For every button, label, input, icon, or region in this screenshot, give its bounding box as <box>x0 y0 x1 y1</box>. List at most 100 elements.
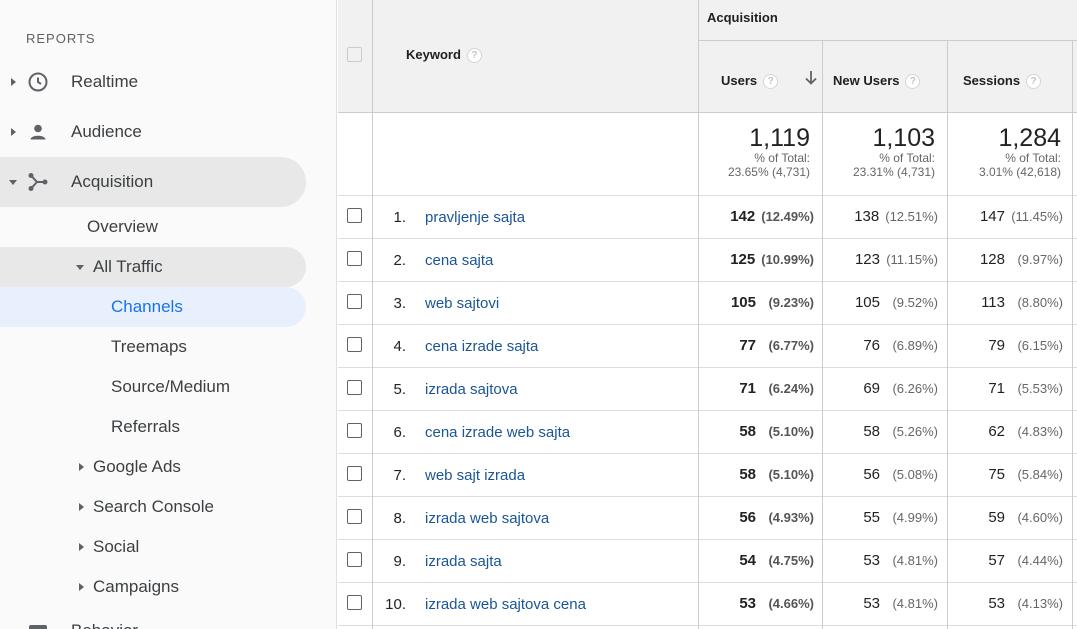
users-value: 58 <box>739 466 756 483</box>
row-checkbox[interactable] <box>347 509 362 524</box>
keyword-link[interactable]: web sajt izrada <box>425 467 526 484</box>
keyword-link[interactable]: web sajtovi <box>425 295 500 312</box>
expand-caret-icon[interactable] <box>79 583 84 591</box>
behavior-icon <box>27 622 49 629</box>
new-users-percent: (9.52%) <box>892 295 938 310</box>
sessions-total: 1,284 % of Total: 3.01% (42,618) <box>947 113 1061 196</box>
nav-item-search-console[interactable]: Search Console <box>93 497 214 516</box>
table-row: 5. izrada sajtova 71 (6.24%) 69 (6.26%) 71… <box>338 368 1077 411</box>
nav-item-overview[interactable]: Overview <box>87 217 158 236</box>
help-icon[interactable]: ? <box>1026 74 1042 90</box>
new-users-header-label: New Users <box>833 73 900 88</box>
keyword-link[interactable]: izrada sajta <box>425 553 502 570</box>
keyword-link[interactable]: cena izrade sajta <box>425 338 539 355</box>
nav-item-treemaps[interactable]: Treemaps <box>111 337 187 356</box>
expand-caret-icon[interactable] <box>11 128 16 136</box>
new-users-column-header[interactable]: New Users? <box>833 73 921 90</box>
sessions-value: 128 <box>979 251 1005 268</box>
nav-item-source-medium[interactable]: Source/Medium <box>111 377 231 396</box>
sessions-cell: 128 (9.97%) <box>947 251 1063 268</box>
new-users-total-label: % of Total: <box>879 151 935 165</box>
row-checkbox[interactable] <box>347 294 362 309</box>
new-users-percent: (5.26%) <box>892 424 938 439</box>
users-percent: (6.24%) <box>768 381 814 396</box>
new-users-value: 55 <box>863 509 880 526</box>
nav-label: Realtime <box>71 72 139 91</box>
sessions-percent: (4.60%) <box>1017 510 1063 525</box>
users-value: 53 <box>739 595 756 612</box>
sessions-cell: 59 (4.60%) <box>947 509 1063 526</box>
new-users-value: 58 <box>863 423 880 440</box>
nav-item-social[interactable]: Social <box>93 537 140 556</box>
row-checkbox[interactable] <box>347 595 362 610</box>
new-users-total-value: 1,103 <box>872 124 935 152</box>
nav-item-realtime[interactable]: Realtime <box>0 62 306 102</box>
sessions-value: 53 <box>988 595 1005 612</box>
users-percent: (9.23%) <box>768 295 814 310</box>
users-column-header[interactable]: Users? <box>721 73 779 90</box>
row-checkbox[interactable] <box>347 337 362 352</box>
keyword-link[interactable]: izrada web sajtova <box>425 510 550 527</box>
sessions-value: 57 <box>988 552 1005 569</box>
person-icon <box>27 121 49 143</box>
expand-caret-icon[interactable] <box>79 503 84 511</box>
sessions-percent: (5.53%) <box>1017 381 1063 396</box>
sessions-percent: (4.44%) <box>1017 553 1063 568</box>
nav-item-referrals[interactable]: Referrals <box>111 417 180 436</box>
keyword-link[interactable]: cena izrade web sajta <box>425 424 571 441</box>
sessions-column-header[interactable]: Sessions? <box>963 73 1042 90</box>
collapse-caret-icon[interactable] <box>9 179 17 185</box>
users-value: 77 <box>739 337 756 354</box>
all-traffic-highlight <box>0 247 306 287</box>
sidebar-nav: REPORTS Realtime Audience Acquisition Ov… <box>0 0 337 629</box>
nav-item-channels[interactable]: Channels <box>111 297 183 316</box>
row-number: 5. <box>393 381 406 398</box>
table-row: 7. web sajt izrada 58 (5.10%) 56 (5.08%) 7… <box>338 454 1077 497</box>
expand-caret-icon[interactable] <box>79 543 84 551</box>
nav-item-google-ads[interactable]: Google Ads <box>93 457 181 476</box>
new-users-percent: (11.15%) <box>886 252 938 267</box>
nav-item-all-traffic[interactable]: All Traffic <box>93 257 163 276</box>
expand-caret-icon[interactable] <box>79 463 84 471</box>
nav-item-campaigns[interactable]: Campaigns <box>93 577 179 596</box>
row-checkbox[interactable] <box>347 466 362 481</box>
header-divider <box>698 40 1077 41</box>
keyword-link[interactable]: izrada web sajtova cena <box>425 596 586 613</box>
nav-item-acquisition[interactable]: Acquisition <box>0 162 306 202</box>
row-checkbox[interactable] <box>347 552 362 567</box>
sort-descending-icon[interactable] <box>804 70 818 86</box>
new-users-value: 53 <box>863 595 880 612</box>
new-users-percent: (4.99%) <box>892 510 938 525</box>
expand-caret-icon[interactable] <box>11 78 16 86</box>
table-row: 1. pravljenje sajta 142 (12.49%) 138 (12.5… <box>338 196 1077 239</box>
users-total: 1,119 % of Total: 23.65% (4,731) <box>698 113 810 196</box>
row-checkbox[interactable] <box>347 423 362 438</box>
help-icon[interactable]: ? <box>905 74 921 90</box>
users-percent: (6.77%) <box>768 338 814 353</box>
users-cell: 71 (6.24%) <box>698 380 814 397</box>
keyword-header-label: Keyword <box>406 47 461 62</box>
keyword-link[interactable]: cena sajta <box>425 252 494 269</box>
table-row: 6. cena izrade web sajta 58 (5.10%) 58 (5.… <box>338 411 1077 454</box>
users-cell: 142 (12.49%) <box>698 208 814 225</box>
keyword-column-header[interactable]: Keyword? <box>406 47 482 64</box>
row-checkbox[interactable] <box>347 380 362 395</box>
new-users-value: 123 <box>854 251 880 268</box>
help-icon[interactable]: ? <box>466 48 482 64</box>
select-all-checkbox[interactable] <box>347 47 362 62</box>
nav-label: Audience <box>71 122 142 141</box>
row-number: 2. <box>393 252 406 269</box>
help-icon[interactable]: ? <box>763 74 779 90</box>
keyword-link[interactable]: pravljenje sajta <box>425 209 526 226</box>
nav-item-behavior[interactable]: Behavior <box>0 610 306 629</box>
collapse-caret-icon[interactable] <box>76 265 84 270</box>
row-checkbox[interactable] <box>347 208 362 223</box>
sessions-value: 59 <box>988 509 1005 526</box>
row-checkbox[interactable] <box>347 251 362 266</box>
new-users-percent: (4.81%) <box>892 596 938 611</box>
new-users-cell: 58 (5.26%) <box>822 423 938 440</box>
nav-item-audience[interactable]: Audience <box>0 112 306 152</box>
table-row: 9. izrada sajta 54 (4.75%) 53 (4.81%) 57 (4… <box>338 540 1077 583</box>
keyword-link[interactable]: izrada sajtova <box>425 381 518 398</box>
users-cell: 58 (5.10%) <box>698 423 814 440</box>
